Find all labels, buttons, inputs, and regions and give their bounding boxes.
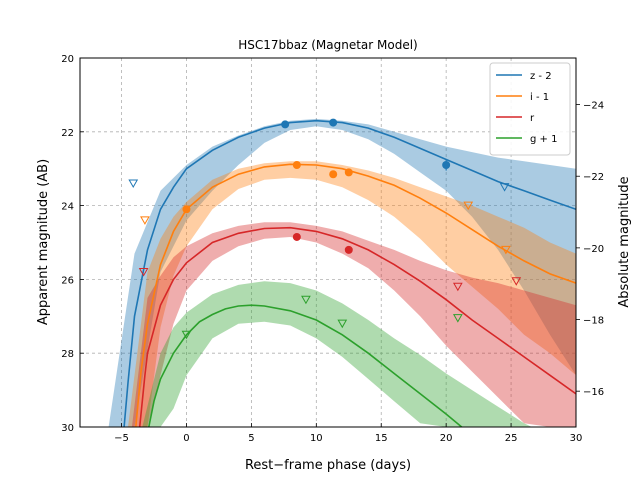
detection-point-z-2 — [281, 120, 290, 129]
upper-limit-marker-i-1 — [463, 201, 474, 211]
plot-contents — [80, 58, 576, 427]
upper-limit-marker-i-1 — [501, 245, 511, 255]
axes-frame — [79, 57, 577, 428]
uncertainty-band-i-1 — [128, 161, 576, 427]
model-line-r — [138, 226, 576, 427]
x-tick-label: 25 — [505, 433, 518, 444]
y-tick-label: 20 — [61, 54, 74, 65]
uncertainty-band-z-2 — [108, 118, 576, 427]
y-right-tick-label: −18 — [583, 316, 604, 327]
plot-area — [80, 58, 576, 427]
upper-limit-marker-g-1 — [181, 330, 192, 340]
x-tick-label: 20 — [440, 433, 453, 444]
upper-limit-marker-i-1 — [140, 216, 150, 225]
legend-label-z-2: z - 2 — [530, 71, 552, 82]
y-tick-label: 30 — [61, 423, 74, 434]
legend-label-r: r — [530, 113, 535, 124]
upper-limit-marker-z-2 — [499, 183, 510, 192]
model-line-i-1 — [135, 163, 576, 427]
y-right-tick-label: −22 — [583, 172, 604, 183]
axis-ticks: −5 0 5 10 15 20 25 30 20 22 24 26 28 30 −24 −22 −20 −18 −1… — [61, 54, 604, 444]
detection-point-z-2 — [442, 161, 451, 170]
y-tick-label: 28 — [61, 349, 74, 360]
x-tick-label: 15 — [375, 433, 388, 444]
detection-point-i-1 — [182, 205, 191, 214]
y-axis-label: Apparent magnitude (AB) — [36, 159, 51, 325]
y-right-tick-label: −20 — [583, 244, 604, 255]
detection-point-i-1 — [292, 161, 301, 170]
detection-point-i-1 — [344, 168, 353, 177]
x-tick-label: 30 — [570, 433, 583, 444]
upper-limit-marker-r — [452, 282, 463, 292]
chart-title: HSC17bbaz (Magnetar Model) — [238, 38, 418, 52]
legend-label-i-1: i - 1 — [530, 92, 549, 103]
x-tick-label: −5 — [114, 433, 129, 444]
upper-limit-marker-g-1 — [301, 295, 311, 305]
y-tick-label: 24 — [61, 202, 74, 213]
upper-limit-marker-z-2 — [128, 179, 139, 188]
y-tick-label: 26 — [61, 275, 74, 286]
detection-point-r — [344, 245, 353, 254]
uncertainty-band-g-1 — [142, 281, 532, 427]
upper-limit-marker-r — [511, 277, 522, 286]
model-line-z-2 — [123, 119, 576, 427]
y-right-tick-label: −24 — [583, 101, 604, 112]
y-axis-right-label: Absolute magnitude — [617, 176, 632, 307]
upper-limit-marker-g-1 — [452, 314, 463, 323]
x-axis-label: Rest−frame phase (days) — [245, 458, 411, 473]
legend-label-g-1: g + 1 — [530, 134, 557, 145]
x-tick-label: 0 — [183, 433, 189, 444]
detection-point-r — [292, 232, 301, 241]
legend: z - 2 i - 1 r g + 1 — [489, 62, 571, 156]
x-tick-label: 10 — [310, 433, 323, 444]
upper-limit-marker-g-1 — [337, 319, 348, 329]
uncertainty-band-r — [131, 222, 576, 427]
x-tick-label: 5 — [248, 433, 254, 444]
y-right-tick-label: −16 — [583, 387, 604, 398]
detection-point-z-2 — [329, 118, 338, 127]
legend-box — [489, 62, 571, 156]
detection-point-i-1 — [329, 170, 338, 179]
y-tick-label: 22 — [61, 128, 74, 139]
model-line-g-1 — [148, 304, 463, 427]
upper-limit-marker-r — [138, 268, 149, 277]
